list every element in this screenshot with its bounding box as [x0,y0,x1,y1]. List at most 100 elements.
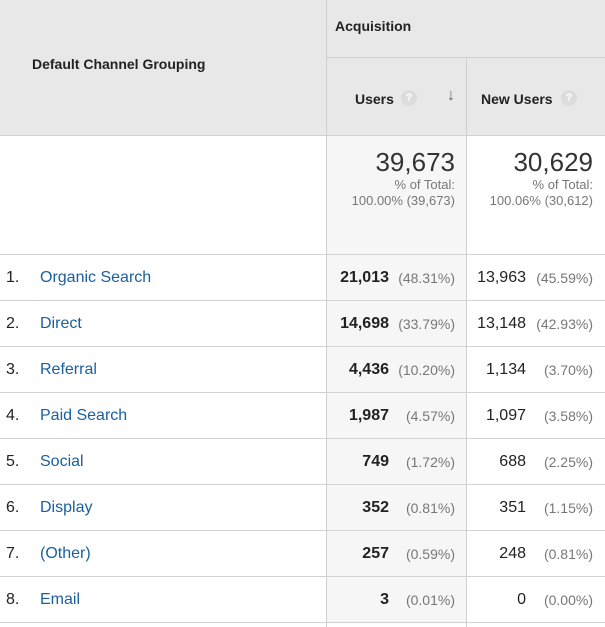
new-users-cell: 1,097 (3.58%) [467,393,605,439]
grid-line [0,530,605,531]
new-users-column-header[interactable]: New Users ? [467,57,605,135]
users-value: 257 [362,545,389,562]
new-users-value: 0 [517,591,526,608]
dimension-header-label: Default Channel Grouping [32,56,206,72]
new-users-cell: 13,963 (45.59%) [467,255,605,301]
new-users-percent: (0.00%) [543,592,593,608]
channel-link[interactable]: (Other) [40,545,91,562]
totals-row-label [0,135,327,255]
new-users-percent: (42.93%) [536,316,593,332]
grid-line [0,300,605,301]
users-value: 352 [362,499,389,516]
channel-link[interactable]: Email [40,591,81,608]
users-cell: 352 (0.81%) [327,485,467,531]
new-users-cell: 13,148 (42.93%) [467,301,605,347]
new-users-percent: (3.58%) [543,408,593,424]
grid-line [0,438,605,439]
row-rank: 5. [6,453,20,470]
new-users-value: 248 [499,545,526,562]
users-percent: (48.31%) [398,270,455,286]
new-users-value: 13,148 [477,315,526,332]
channel-link[interactable]: Display [40,499,93,516]
table-row: 5. Social 749 (1.72%) 688 (2.25%) [0,439,605,485]
users-value: 749 [362,453,389,470]
new-users-percent: (2.25%) [543,454,593,470]
users-value: 21,013 [340,269,389,286]
channel-link[interactable]: Organic Search [40,269,152,286]
grid-line [0,346,605,347]
table-row: 2. Direct 14,698 (33.79%) 13,148 (42.93%… [0,301,605,347]
new-users-value: 13,963 [477,269,526,286]
new-users-header-label: New Users [481,91,553,107]
channel-link[interactable]: Direct [40,315,82,332]
new-users-value: 351 [499,499,526,516]
new-users-value: 1,134 [485,361,526,378]
table-row: 1. Organic Search 21,013 (48.31%) 13,963… [0,255,605,301]
table-row: 7. (Other) 257 (0.59%) 248 (0.81%) [0,531,605,577]
row-rank: 6. [6,499,20,516]
grid-line [0,254,605,255]
users-header-label: Users [355,91,394,107]
grid-line [0,135,605,136]
channel-link[interactable]: Social [40,453,84,470]
new-users-cell: 351 (1.15%) [467,485,605,531]
new-users-total-detail: 100.06% (30,612) [489,193,593,208]
grid-line [0,484,605,485]
users-cell: 21,013 (48.31%) [327,255,467,301]
users-cell: 257 (0.59%) [327,531,467,577]
table-row: 4. Paid Search 1,987 (4.57%) 1,097 (3.58… [0,393,605,439]
new-users-total-label: % of Total: [532,177,593,192]
column-divider [326,0,327,627]
table-row: 3. Referral 4,436 (10.20%) 1,134 (3.70%) [0,347,605,393]
users-cell: 3 (0.01%) [327,577,467,623]
row-rank: 2. [6,315,20,332]
users-total: 39,673 % of Total: 100.00% (39,673) [327,135,467,255]
grid-line [0,576,605,577]
row-rank: 4. [6,407,20,424]
new-users-total: 30,629 % of Total: 100.06% (30,612) [467,135,605,255]
table-row: 6. Display 352 (0.81%) 351 (1.15%) [0,485,605,531]
new-users-cell: 0 (0.00%) [467,577,605,623]
users-percent: (4.57%) [405,408,455,424]
users-total-value: 39,673 [375,147,455,177]
users-value: 1,987 [348,407,389,424]
new-users-cell: 248 (0.81%) [467,531,605,577]
table-row: 8. Email 3 (0.01%) 0 (0.00%) [0,577,605,623]
row-rank: 1. [6,269,20,286]
row-rank: 8. [6,591,20,608]
users-cell: 14,698 (33.79%) [327,301,467,347]
arrow-down-icon[interactable]: ↓ [447,87,455,104]
question-icon[interactable]: ? [561,90,577,106]
users-cell: 1,987 (4.57%) [327,393,467,439]
users-total-detail: 100.00% (39,673) [351,193,455,208]
new-users-percent: (3.70%) [543,362,593,378]
users-percent: (0.81%) [405,500,455,516]
users-percent: (1.72%) [405,454,455,470]
acquisition-group-header: Acquisition [327,0,605,57]
users-value: 4,436 [348,361,389,378]
new-users-value: 688 [499,453,526,470]
new-users-percent: (1.15%) [543,500,593,516]
grid-line [0,392,605,393]
users-percent: (0.59%) [405,546,455,562]
channel-link[interactable]: Referral [40,361,97,378]
new-users-cell: 1,134 (3.70%) [467,347,605,393]
new-users-percent: (45.59%) [536,270,593,286]
new-users-value: 1,097 [485,407,526,424]
dimension-header[interactable]: Default Channel Grouping [0,0,327,135]
users-column-header[interactable]: Users ? ↓ [327,57,467,135]
users-value: 3 [380,591,389,608]
new-users-total-value: 30,629 [513,147,593,177]
users-percent: (10.20%) [398,362,455,378]
row-rank: 7. [6,545,20,562]
grid-line [0,622,605,623]
users-percent: (0.01%) [405,592,455,608]
users-value: 14,698 [340,315,389,332]
users-total-label: % of Total: [394,177,455,192]
channel-link[interactable]: Paid Search [40,407,128,424]
acquisition-group-label: Acquisition [335,18,412,34]
new-users-percent: (0.81%) [543,546,593,562]
question-icon[interactable]: ? [401,90,417,106]
users-cell: 749 (1.72%) [327,439,467,485]
